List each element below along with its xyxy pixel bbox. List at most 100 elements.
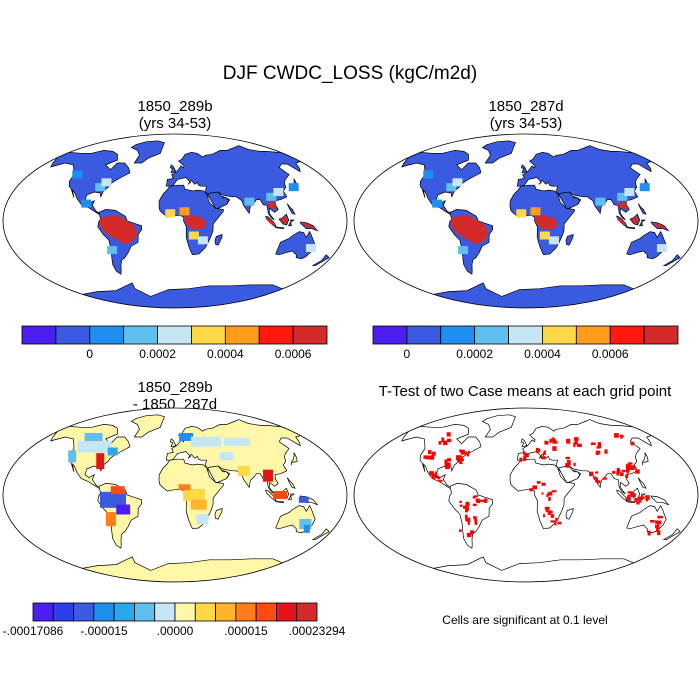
- value-cell: [288, 183, 299, 192]
- map-panel-top-right: [353, 133, 699, 309]
- significant-cell: [542, 514, 546, 518]
- colorbar-swatch: [406, 325, 442, 345]
- high-value-region-borneo-hot: [631, 216, 639, 224]
- colorbar-swatch: [372, 325, 408, 345]
- value-cell: [101, 178, 112, 187]
- significant-cell: [541, 492, 544, 495]
- significant-cell: [466, 517, 471, 523]
- significant-cell: [567, 460, 571, 466]
- significant-cell: [540, 456, 546, 460]
- colorbar-swatch: [194, 602, 216, 622]
- significant-cell: [460, 449, 465, 455]
- significant-cell: [573, 462, 576, 467]
- significant-cell: [595, 478, 598, 483]
- significant-cell: [548, 491, 553, 496]
- colorbar-swatch: [191, 325, 226, 345]
- significant-cell: [536, 481, 541, 484]
- significant-cell: [625, 474, 629, 479]
- value-cell: [273, 188, 284, 196]
- value-cell: [530, 207, 541, 216]
- colorbar-swatch: [174, 602, 196, 622]
- significant-cell: [447, 458, 451, 462]
- colorbar-tick-label: 0.0006: [591, 347, 629, 361]
- significant-cell: [484, 498, 488, 503]
- colorbar-swatch: [93, 602, 115, 622]
- significant-cell: [532, 485, 538, 490]
- colorbar-swatch: [643, 325, 679, 345]
- colorbar-diff: [32, 602, 318, 622]
- value-cell: [548, 236, 559, 245]
- significant-cell: [529, 488, 533, 492]
- significant-cell: [547, 492, 550, 496]
- significant-cell: [638, 498, 641, 501]
- colorbar-swatch: [609, 325, 645, 345]
- colorbar-swatch: [296, 602, 318, 622]
- landmass-sulawesi: [287, 493, 295, 501]
- significant-cell: [467, 522, 470, 526]
- colorbar-swatch: [52, 602, 74, 622]
- colorbar-swatch: [157, 325, 192, 345]
- landmass-europe-asia: [516, 145, 654, 221]
- colorbar-swatch: [154, 602, 176, 622]
- colorbar-tick-label: .00023294: [288, 624, 346, 638]
- significant-cell: [555, 517, 559, 521]
- value-cell: [452, 178, 463, 187]
- significant-cell: [463, 505, 468, 509]
- panel-title-top-right: 1850_287d (yrs 34-53): [488, 98, 564, 132]
- significant-cell: [438, 479, 443, 482]
- colorbar-tick-label: 0.0002: [139, 347, 176, 361]
- significant-cell: [464, 507, 469, 513]
- significant-cell: [593, 476, 597, 479]
- significant-cell: [657, 520, 662, 525]
- significant-cell: [595, 450, 600, 456]
- significant-cell: [466, 532, 472, 538]
- landmass-new-zealand: [311, 528, 330, 540]
- landmass-java: [625, 500, 635, 504]
- difference-cell: [110, 486, 125, 495]
- colorbar-tick-label: .00000: [156, 624, 194, 638]
- significant-cell: [627, 491, 633, 494]
- significant-cell: [459, 529, 462, 532]
- significant-cell: [625, 464, 631, 468]
- significance-note: Cells are significant at 0.1 level: [442, 613, 608, 627]
- significant-cell: [431, 474, 437, 479]
- significant-cell: [602, 477, 607, 480]
- significant-cell: [457, 458, 463, 462]
- significant-cell: [592, 442, 596, 446]
- colorbar-swatch: [215, 602, 237, 622]
- value-cell: [188, 231, 199, 240]
- significant-cell: [598, 450, 601, 454]
- significant-cell: [434, 471, 438, 475]
- landmass-uk: [169, 438, 177, 448]
- landmass-madagascar: [214, 507, 223, 520]
- value-cell: [95, 183, 106, 192]
- difference-cell: [190, 436, 221, 447]
- significant-cell: [456, 455, 461, 461]
- landmass-philippines: [637, 203, 647, 215]
- landmass-new-guinea: [650, 495, 670, 506]
- significant-cell: [447, 438, 452, 443]
- colorbar-tick-label: 0.0006: [274, 347, 312, 361]
- colorbar-tick-label: 0.0002: [456, 347, 494, 361]
- significant-cell: [465, 501, 470, 507]
- significant-cell: [604, 449, 608, 454]
- map-panel-bottom-right: [353, 407, 699, 583]
- colorbar-tick-label: 0.0004: [206, 347, 244, 361]
- significant-cell: [549, 438, 552, 444]
- difference-cell: [183, 489, 206, 501]
- value-cell: [423, 170, 434, 179]
- significant-cell: [641, 496, 645, 500]
- difference-cell: [263, 469, 274, 482]
- value-cell: [639, 183, 650, 192]
- landmass-europe-asia: [165, 145, 303, 221]
- colorbar-swatch: [255, 602, 277, 622]
- significant-cell: [542, 452, 546, 456]
- significant-cell: [565, 456, 570, 460]
- significant-cell: [613, 433, 619, 438]
- significant-cell: [444, 463, 448, 467]
- significant-cell: [466, 453, 470, 457]
- landmass-greenland: [130, 414, 165, 438]
- significant-cell: [573, 442, 576, 448]
- significant-cell: [645, 495, 650, 500]
- difference-cell: [190, 499, 207, 510]
